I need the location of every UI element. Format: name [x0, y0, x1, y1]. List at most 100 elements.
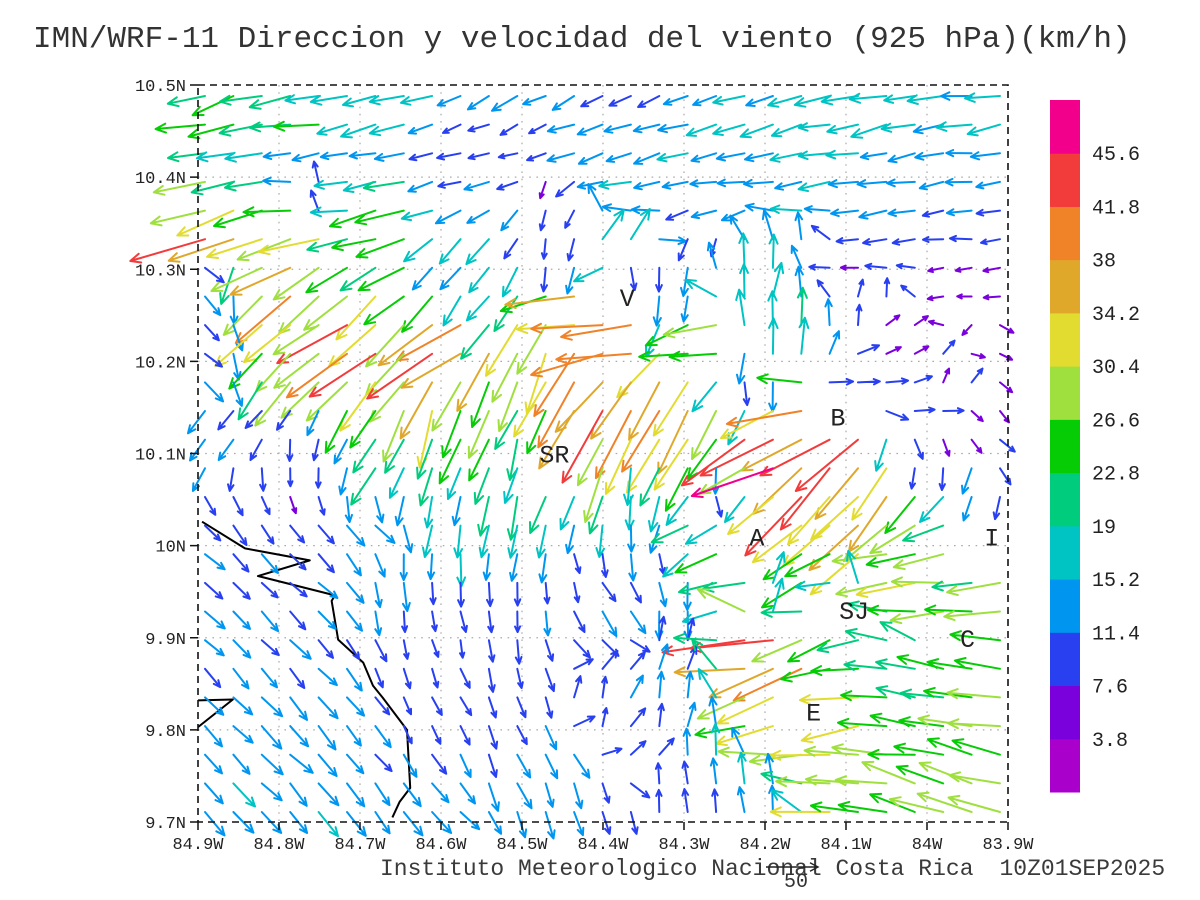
wind-arrow — [340, 123, 377, 139]
wind-arrow — [825, 149, 859, 160]
wind-arrow — [401, 295, 434, 333]
wind-arrow — [349, 410, 377, 449]
wind-arrow — [899, 688, 945, 700]
wind-arrow — [601, 639, 620, 657]
wind-arrow — [771, 551, 786, 584]
wind-arrow — [780, 667, 831, 683]
wind-arrow — [559, 496, 576, 531]
wind-arrow — [368, 123, 405, 137]
wind-arrow — [942, 438, 951, 457]
wind-arrow — [767, 290, 778, 327]
wind-arrow — [260, 782, 283, 802]
wind-arrow — [546, 123, 576, 134]
wind-arrow — [931, 580, 973, 592]
wind-arrow — [694, 725, 746, 739]
wind-arrow — [311, 160, 320, 183]
wind-arrow — [513, 381, 547, 438]
wind-arrow — [373, 152, 405, 162]
wind-arrow — [262, 151, 292, 160]
wind-arrow — [764, 752, 774, 785]
wind-arrow — [999, 410, 1010, 424]
wind-arrow — [573, 639, 591, 659]
wind-arrow — [898, 716, 945, 728]
wind-arrow — [605, 152, 632, 163]
wind-arrow — [727, 496, 774, 535]
lon-tick-label: 84.9W — [172, 836, 224, 855]
wind-arrow — [400, 352, 462, 389]
wind-arrow — [942, 367, 951, 384]
wind-arrow — [999, 438, 1016, 453]
wind-arrow — [601, 707, 609, 728]
wind-arrow — [289, 667, 306, 689]
wind-arrow — [696, 696, 746, 720]
wind-arrow — [232, 811, 255, 834]
wind-arrow — [232, 496, 244, 517]
wind-arrow — [402, 782, 422, 808]
wind-arrow — [573, 782, 584, 810]
wind-arrow — [975, 208, 1001, 217]
wind-arrow — [402, 696, 412, 716]
wind-arrow — [657, 123, 689, 134]
wind-arrow — [927, 319, 945, 327]
wind-arrow — [913, 438, 924, 460]
colorbar-segment — [1050, 206, 1080, 261]
wind-arrow — [229, 295, 239, 326]
wind-arrow — [673, 632, 718, 644]
wind-arrow — [529, 496, 547, 534]
wind-arrow — [317, 667, 338, 687]
wind-arrow — [909, 467, 916, 490]
wind-arrow — [826, 123, 859, 135]
wind-arrow — [751, 639, 803, 663]
wind-arrow — [204, 295, 222, 317]
lat-tick-label: 9.9N — [145, 631, 186, 650]
wind-arrow — [742, 381, 751, 407]
wind-arrow — [530, 322, 604, 334]
wind-arrow — [232, 696, 254, 716]
wind-arrow — [522, 95, 547, 106]
wind-arrow — [621, 410, 661, 473]
wind-arrow — [629, 639, 651, 653]
wind-arrow — [311, 438, 320, 462]
wind-arrow — [272, 120, 320, 132]
wind-arrow — [317, 782, 340, 807]
wind-arrow — [314, 467, 322, 489]
wind-arrow — [927, 266, 945, 273]
wind-arrow — [467, 152, 490, 161]
wind-arrow — [516, 811, 528, 839]
wind-arrow — [793, 95, 831, 108]
city-label: E — [806, 699, 821, 728]
wind-arrow — [681, 760, 689, 785]
wind-arrow — [744, 202, 774, 212]
wind-arrow — [893, 742, 945, 756]
colorbar-segment — [1050, 259, 1080, 314]
wind-arrow — [779, 467, 831, 531]
colorbar-segment — [1050, 579, 1080, 633]
wind-arrow — [509, 553, 519, 582]
wind-arrow — [262, 176, 292, 186]
wind-arrow — [886, 178, 916, 188]
wind-arrow — [698, 467, 746, 495]
wind-arrow — [736, 352, 746, 385]
wind-arrow — [787, 639, 831, 663]
wind-arrow — [573, 753, 591, 779]
wind-arrow — [248, 95, 292, 110]
wind-arrow — [431, 753, 448, 775]
wind-arrow — [365, 352, 405, 396]
wind-arrow — [798, 694, 859, 706]
wind-arrow — [935, 121, 973, 132]
lon-tick-label: 84W — [912, 836, 943, 855]
wind-arrow — [926, 737, 973, 756]
wind-arrow — [204, 753, 223, 775]
wind-arrow — [494, 410, 519, 450]
wind-arrow — [844, 628, 888, 642]
wind-arrow — [736, 786, 746, 813]
wind-arrow — [478, 524, 490, 559]
wind-arrow — [346, 725, 362, 747]
wind-arrow — [632, 123, 661, 134]
wind-arrow — [664, 467, 689, 512]
wind-arrow — [317, 581, 339, 599]
wind-arrow — [961, 467, 973, 495]
wind-arrow — [847, 496, 888, 553]
wind-arrow — [684, 278, 718, 298]
wind-arrow — [648, 496, 661, 533]
